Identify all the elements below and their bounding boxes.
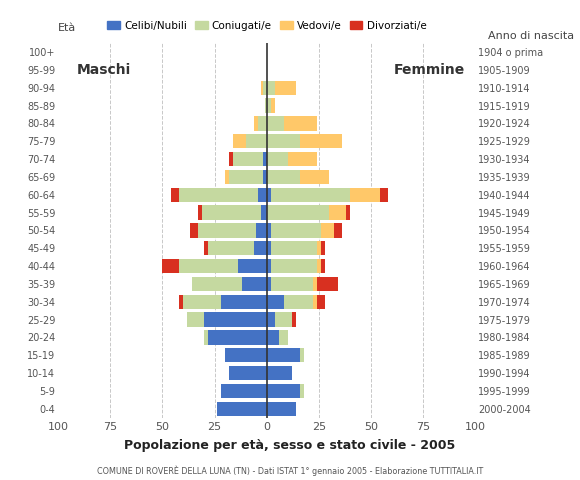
Bar [208, 241, 254, 255]
Bar [267, 152, 288, 166]
Bar [260, 205, 267, 220]
Legend: Celibi/Nubili, Coniugati/e, Vedovi/e, Divorziati/e: Celibi/Nubili, Coniugati/e, Vedovi/e, Di… [103, 17, 430, 35]
Bar [246, 134, 267, 148]
Bar [267, 259, 271, 273]
Bar [162, 259, 179, 273]
Bar [267, 295, 284, 309]
Bar [267, 98, 271, 113]
Bar [267, 366, 292, 380]
Bar [379, 188, 388, 202]
Text: Anno di nascita: Anno di nascita [488, 31, 574, 41]
Bar [229, 366, 267, 380]
Bar [267, 223, 271, 238]
Bar [267, 134, 300, 148]
Bar [260, 81, 263, 95]
Bar [267, 312, 275, 327]
Bar [259, 188, 267, 202]
Bar [300, 134, 342, 148]
Bar [267, 277, 271, 291]
Bar [313, 295, 317, 309]
Bar [267, 402, 296, 416]
Bar [288, 152, 317, 166]
Bar [275, 312, 292, 327]
Bar [204, 330, 208, 345]
Bar [202, 205, 260, 220]
Bar [271, 223, 321, 238]
Bar [198, 205, 202, 220]
Bar [191, 277, 242, 291]
Bar [233, 152, 263, 166]
Bar [350, 188, 379, 202]
Bar [292, 312, 296, 327]
Bar [217, 402, 267, 416]
Bar [264, 98, 267, 113]
Bar [300, 384, 304, 398]
Bar [267, 205, 329, 220]
Bar [229, 152, 233, 166]
Bar [313, 277, 317, 291]
Bar [190, 223, 198, 238]
Bar [263, 152, 267, 166]
Bar [221, 295, 267, 309]
Bar [187, 312, 204, 327]
Bar [229, 170, 263, 184]
Bar [271, 98, 275, 113]
Bar [171, 188, 179, 202]
Bar [259, 116, 267, 131]
Bar [271, 241, 317, 255]
Bar [179, 295, 183, 309]
Bar [254, 241, 267, 255]
Bar [225, 170, 229, 184]
Bar [208, 330, 267, 345]
Bar [254, 116, 259, 131]
Bar [242, 277, 267, 291]
Bar [300, 348, 304, 362]
Bar [300, 170, 329, 184]
Bar [204, 312, 267, 327]
Bar [317, 259, 321, 273]
Bar [256, 223, 267, 238]
Bar [284, 116, 317, 131]
Bar [271, 277, 313, 291]
Bar [275, 81, 296, 95]
Bar [267, 330, 280, 345]
Bar [271, 259, 317, 273]
Bar [267, 241, 271, 255]
Bar [317, 277, 338, 291]
Bar [267, 116, 284, 131]
Bar [284, 295, 313, 309]
Bar [204, 241, 208, 255]
Bar [183, 295, 221, 309]
Bar [267, 188, 271, 202]
Bar [321, 223, 334, 238]
Text: COMUNE DI ROVERÈ DELLA LUNA (TN) - Dati ISTAT 1° gennaio 2005 - Elaborazione TUT: COMUNE DI ROVERÈ DELLA LUNA (TN) - Dati … [97, 466, 483, 476]
Bar [179, 259, 238, 273]
Bar [271, 188, 350, 202]
Text: Popolazione per età, sesso e stato civile - 2005: Popolazione per età, sesso e stato civil… [124, 439, 456, 452]
Text: Femmine: Femmine [394, 63, 465, 77]
Bar [267, 81, 275, 95]
Bar [267, 348, 300, 362]
Bar [346, 205, 350, 220]
Bar [267, 170, 300, 184]
Bar [263, 81, 267, 95]
Bar [233, 134, 246, 148]
Bar [238, 259, 267, 273]
Bar [321, 259, 325, 273]
Bar [317, 295, 325, 309]
Bar [280, 330, 288, 345]
Bar [321, 241, 325, 255]
Bar [329, 205, 346, 220]
Bar [267, 384, 300, 398]
Bar [221, 384, 267, 398]
Bar [317, 241, 321, 255]
Bar [334, 223, 342, 238]
Bar [198, 223, 256, 238]
Bar [263, 170, 267, 184]
Bar [225, 348, 267, 362]
Bar [179, 188, 259, 202]
Text: Età: Età [58, 23, 76, 33]
Text: Maschi: Maschi [77, 63, 131, 77]
